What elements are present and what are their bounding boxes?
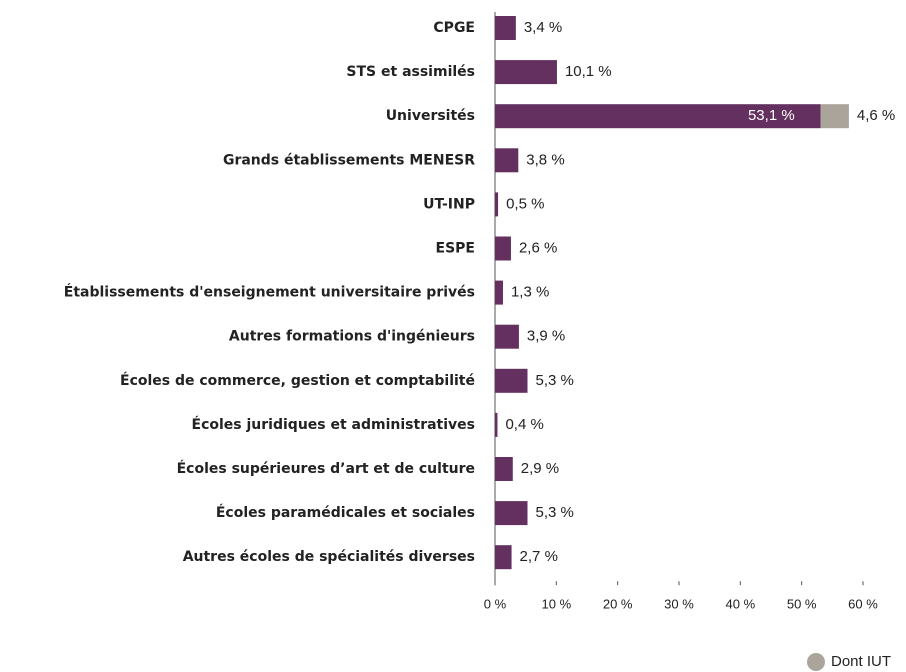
value-label: 3,4 % [524, 19, 562, 36]
y-tick-label: UT-INP [423, 196, 475, 212]
y-tick-label: Établissements d'enseignement universita… [64, 284, 475, 301]
x-tick-label: 50 % [787, 597, 817, 612]
bar [495, 60, 557, 85]
value-label: 10,1 % [565, 63, 612, 80]
value-label: 2,6 % [519, 239, 557, 256]
x-tick-label: 20 % [603, 597, 633, 612]
value-label: 3,8 % [526, 151, 564, 168]
y-tick-label: Autres écoles de spécialités diverses [183, 549, 475, 565]
x-tick-label: 0 % [484, 597, 507, 612]
bar [495, 501, 528, 526]
bar [495, 457, 513, 481]
bar [495, 368, 528, 393]
value-label: 5,3 % [536, 372, 574, 389]
bar [495, 324, 519, 349]
x-tick-label: 30 % [664, 597, 694, 612]
value-label: 5,3 % [536, 504, 574, 521]
y-tick-label: ESPE [436, 241, 475, 257]
x-tick-label: 60 % [848, 597, 878, 612]
bar [495, 192, 499, 217]
y-tick-label: Universités [386, 108, 475, 124]
y-tick-label: STS et assimilés [346, 64, 475, 80]
value-label: 3,9 % [527, 328, 565, 345]
y-tick-label: Écoles de commerce, gestion et comptabil… [120, 372, 475, 389]
bar [495, 104, 821, 129]
y-tick-label: Écoles supérieures d’art et de culture [177, 460, 475, 477]
value-label: 0,5 % [506, 195, 544, 212]
bar [820, 104, 849, 129]
bar [495, 280, 503, 305]
x-tick-label: 10 % [542, 597, 572, 612]
bar [495, 236, 511, 261]
y-tick-label: Écoles paramédicales et sociales [216, 504, 475, 521]
legend-swatch [807, 653, 825, 671]
x-tick-label: 40 % [726, 597, 756, 612]
legend-label: Dont IUT [831, 653, 891, 670]
y-tick-label: Écoles juridiques et administratives [192, 416, 475, 433]
value-label: 53,1 % [748, 107, 795, 124]
value-label: 2,7 % [520, 548, 558, 565]
y-tick-label: Autres formations d'ingénieurs [229, 329, 475, 345]
bar [495, 545, 512, 570]
y-tick-label: Grands établissements MENESR [223, 152, 475, 168]
y-tick-label: CPGE [433, 20, 475, 36]
value-label: 4,6 % [857, 107, 895, 124]
bar [495, 16, 516, 40]
bar [495, 148, 519, 173]
bar [495, 412, 498, 437]
value-label: 0,4 % [505, 416, 543, 433]
value-label: 1,3 % [511, 284, 549, 301]
value-label: 2,9 % [521, 460, 559, 477]
